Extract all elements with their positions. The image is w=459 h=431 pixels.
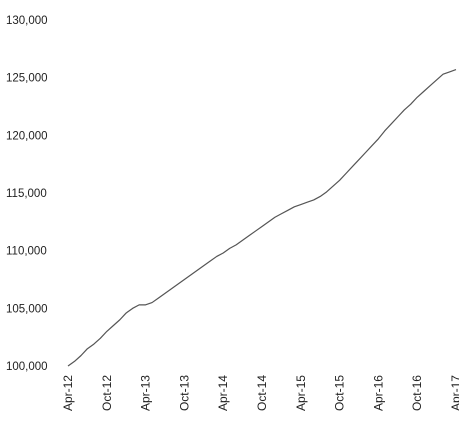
y-tick-label: 115,000 bbox=[6, 188, 47, 200]
x-tick-label: Apr-13 bbox=[139, 375, 153, 411]
y-tick-label: 100,000 bbox=[6, 361, 48, 373]
y-tick-label: 130,000 bbox=[6, 15, 48, 27]
y-tick-label: 125,000 bbox=[6, 73, 48, 85]
x-tick-label: Apr-16 bbox=[371, 375, 385, 411]
x-tick-label: Oct-13 bbox=[177, 375, 191, 411]
x-tick-label: Oct-15 bbox=[333, 375, 347, 411]
y-axis-tick-labels: 100,000 105,000 110,000 115,000 120,000 125,0… bbox=[6, 15, 48, 373]
y-tick-label: 105,000 bbox=[6, 303, 48, 315]
y-tick-label: 120,000 bbox=[6, 130, 48, 142]
x-tick-label: Oct-14 bbox=[255, 375, 269, 411]
x-tick-label: Oct-16 bbox=[410, 375, 424, 411]
x-tick-label: Oct-12 bbox=[100, 375, 114, 411]
x-tick-label: Apr-12 bbox=[61, 375, 75, 411]
y-tick-label: 110,000 bbox=[6, 246, 47, 258]
x-tick-label: Apr-14 bbox=[216, 375, 230, 411]
x-axis-tick-labels: Apr-12 Oct-12 Apr-13 Oct-13 Apr-14 Oct-14 Apr-… bbox=[61, 375, 459, 411]
x-tick-label: Apr-17 bbox=[449, 375, 459, 411]
series-line bbox=[67, 69, 457, 367]
x-tick-label: Apr-15 bbox=[294, 375, 308, 411]
